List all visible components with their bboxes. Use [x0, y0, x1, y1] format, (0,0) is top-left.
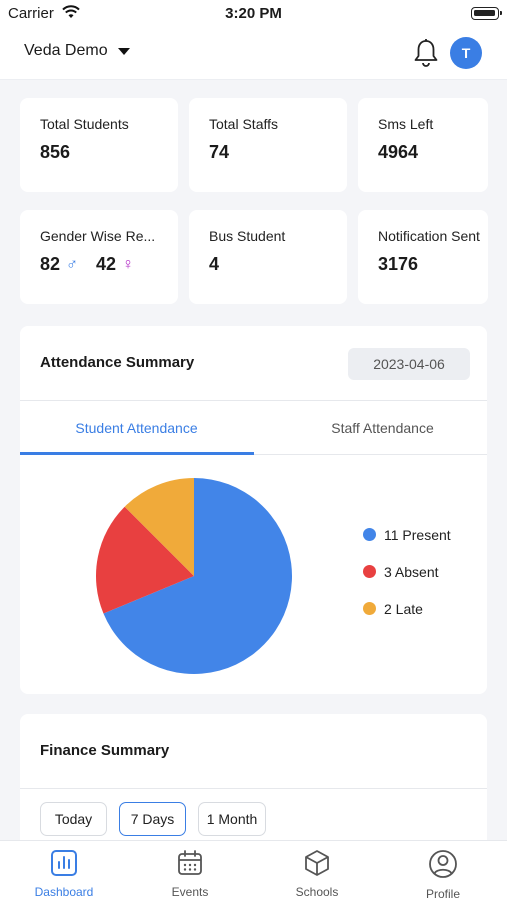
stat-card-total-students[interactable]: Total Students 856: [20, 98, 178, 192]
attendance-pie-chart: [96, 478, 292, 674]
calendar-icon: [178, 850, 202, 875]
pie-slice-present: [103, 478, 292, 674]
period-today-button[interactable]: Today: [40, 802, 107, 836]
legend-item-absent: 3 Absent: [363, 553, 451, 590]
clock: 3:20 PM: [225, 5, 282, 22]
legend-label: 3 Absent: [384, 563, 439, 580]
stat-card-total-staffs[interactable]: Total Staffs 74: [189, 98, 347, 192]
avatar[interactable]: T: [450, 37, 482, 69]
gender-values: 82 ♂ 42 ♀: [40, 254, 178, 275]
tab-schools[interactable]: Schools: [257, 849, 377, 899]
tab-label: Profile: [425, 887, 460, 900]
tab-student-attendance[interactable]: Student Attendance: [75, 420, 198, 436]
female-count: 42: [96, 254, 117, 274]
attendance-summary-card: Attendance Summary 2023-04-06 Student At…: [20, 326, 487, 694]
legend-swatch: [363, 565, 376, 578]
stat-value: 4964: [378, 142, 419, 162]
divider: [20, 400, 487, 401]
wifi-icon: [62, 5, 80, 18]
male-count: 82: [40, 254, 61, 274]
tab-events[interactable]: Events: [130, 849, 250, 899]
tab-label: Events: [171, 885, 209, 899]
active-tab-indicator: [20, 452, 254, 455]
tab-label: Schools: [295, 885, 339, 899]
divider: [20, 788, 487, 789]
school-name: Veda Demo: [24, 42, 108, 59]
school-selector[interactable]: Veda Demo: [24, 42, 130, 60]
tab-dashboard[interactable]: Dashboard: [4, 849, 124, 899]
attendance-summary-title: Attendance Summary: [40, 354, 195, 371]
stat-label: Total Staffs: [209, 116, 279, 132]
profile-icon: [429, 850, 457, 878]
legend-label: 2 Late: [384, 600, 423, 617]
female-icon: ♀: [122, 255, 135, 273]
app-header: Veda Demo T: [0, 30, 507, 80]
finance-summary-card: Finance Summary Today 7 Days 1 Month: [20, 714, 487, 864]
period-7days-button[interactable]: 7 Days: [119, 802, 186, 836]
stat-label: Bus Student: [209, 228, 286, 244]
pie-slice-late: [124, 478, 194, 576]
carrier-label: Carrier: [8, 5, 54, 22]
stat-value: 4: [209, 254, 220, 274]
attendance-date-picker[interactable]: 2023-04-06: [348, 348, 470, 380]
stat-label: Sms Left: [378, 116, 434, 132]
stat-value: 3176: [378, 254, 419, 274]
tab-profile[interactable]: Profile: [383, 849, 503, 900]
bottom-tab-bar: Dashboard Events Schools Profile: [0, 840, 507, 900]
battery-icon: [471, 7, 502, 20]
stat-label: Gender Wise Re...: [40, 228, 156, 244]
status-bar: Carrier 3:20 PM: [0, 0, 507, 30]
stat-card-gender-wise[interactable]: Gender Wise Re... 82 ♂ 42 ♀: [20, 210, 178, 304]
pie-slice-absent: [96, 506, 194, 614]
legend-swatch: [363, 528, 376, 541]
finance-summary-title: Finance Summary: [40, 742, 170, 759]
male-icon: ♂: [66, 255, 79, 273]
stat-label: Total Students: [40, 116, 129, 132]
bell-icon[interactable]: [413, 38, 439, 68]
stat-card-bus-student[interactable]: Bus Student 4: [189, 210, 347, 304]
dashboard-icon: [51, 850, 77, 876]
pie-legend: 11 Present 3 Absent 2 Late: [363, 516, 451, 627]
stat-value: 74: [209, 142, 230, 162]
caret-down-icon: [117, 47, 130, 55]
stat-value: 856: [40, 142, 71, 162]
legend-item-present: 11 Present: [363, 516, 451, 553]
legend-swatch: [363, 602, 376, 615]
legend-item-late: 2 Late: [363, 590, 451, 627]
stat-card-sms-left[interactable]: Sms Left 4964: [358, 98, 488, 192]
tab-staff-attendance[interactable]: Staff Attendance: [331, 420, 434, 436]
stat-label: Notification Sent: [378, 228, 480, 244]
legend-label: 11 Present: [384, 526, 451, 543]
period-1month-button[interactable]: 1 Month: [198, 802, 266, 836]
tab-label: Dashboard: [34, 885, 94, 899]
cube-icon: [305, 850, 329, 876]
stat-card-notification-sent[interactable]: Notification Sent 3176: [358, 210, 488, 304]
